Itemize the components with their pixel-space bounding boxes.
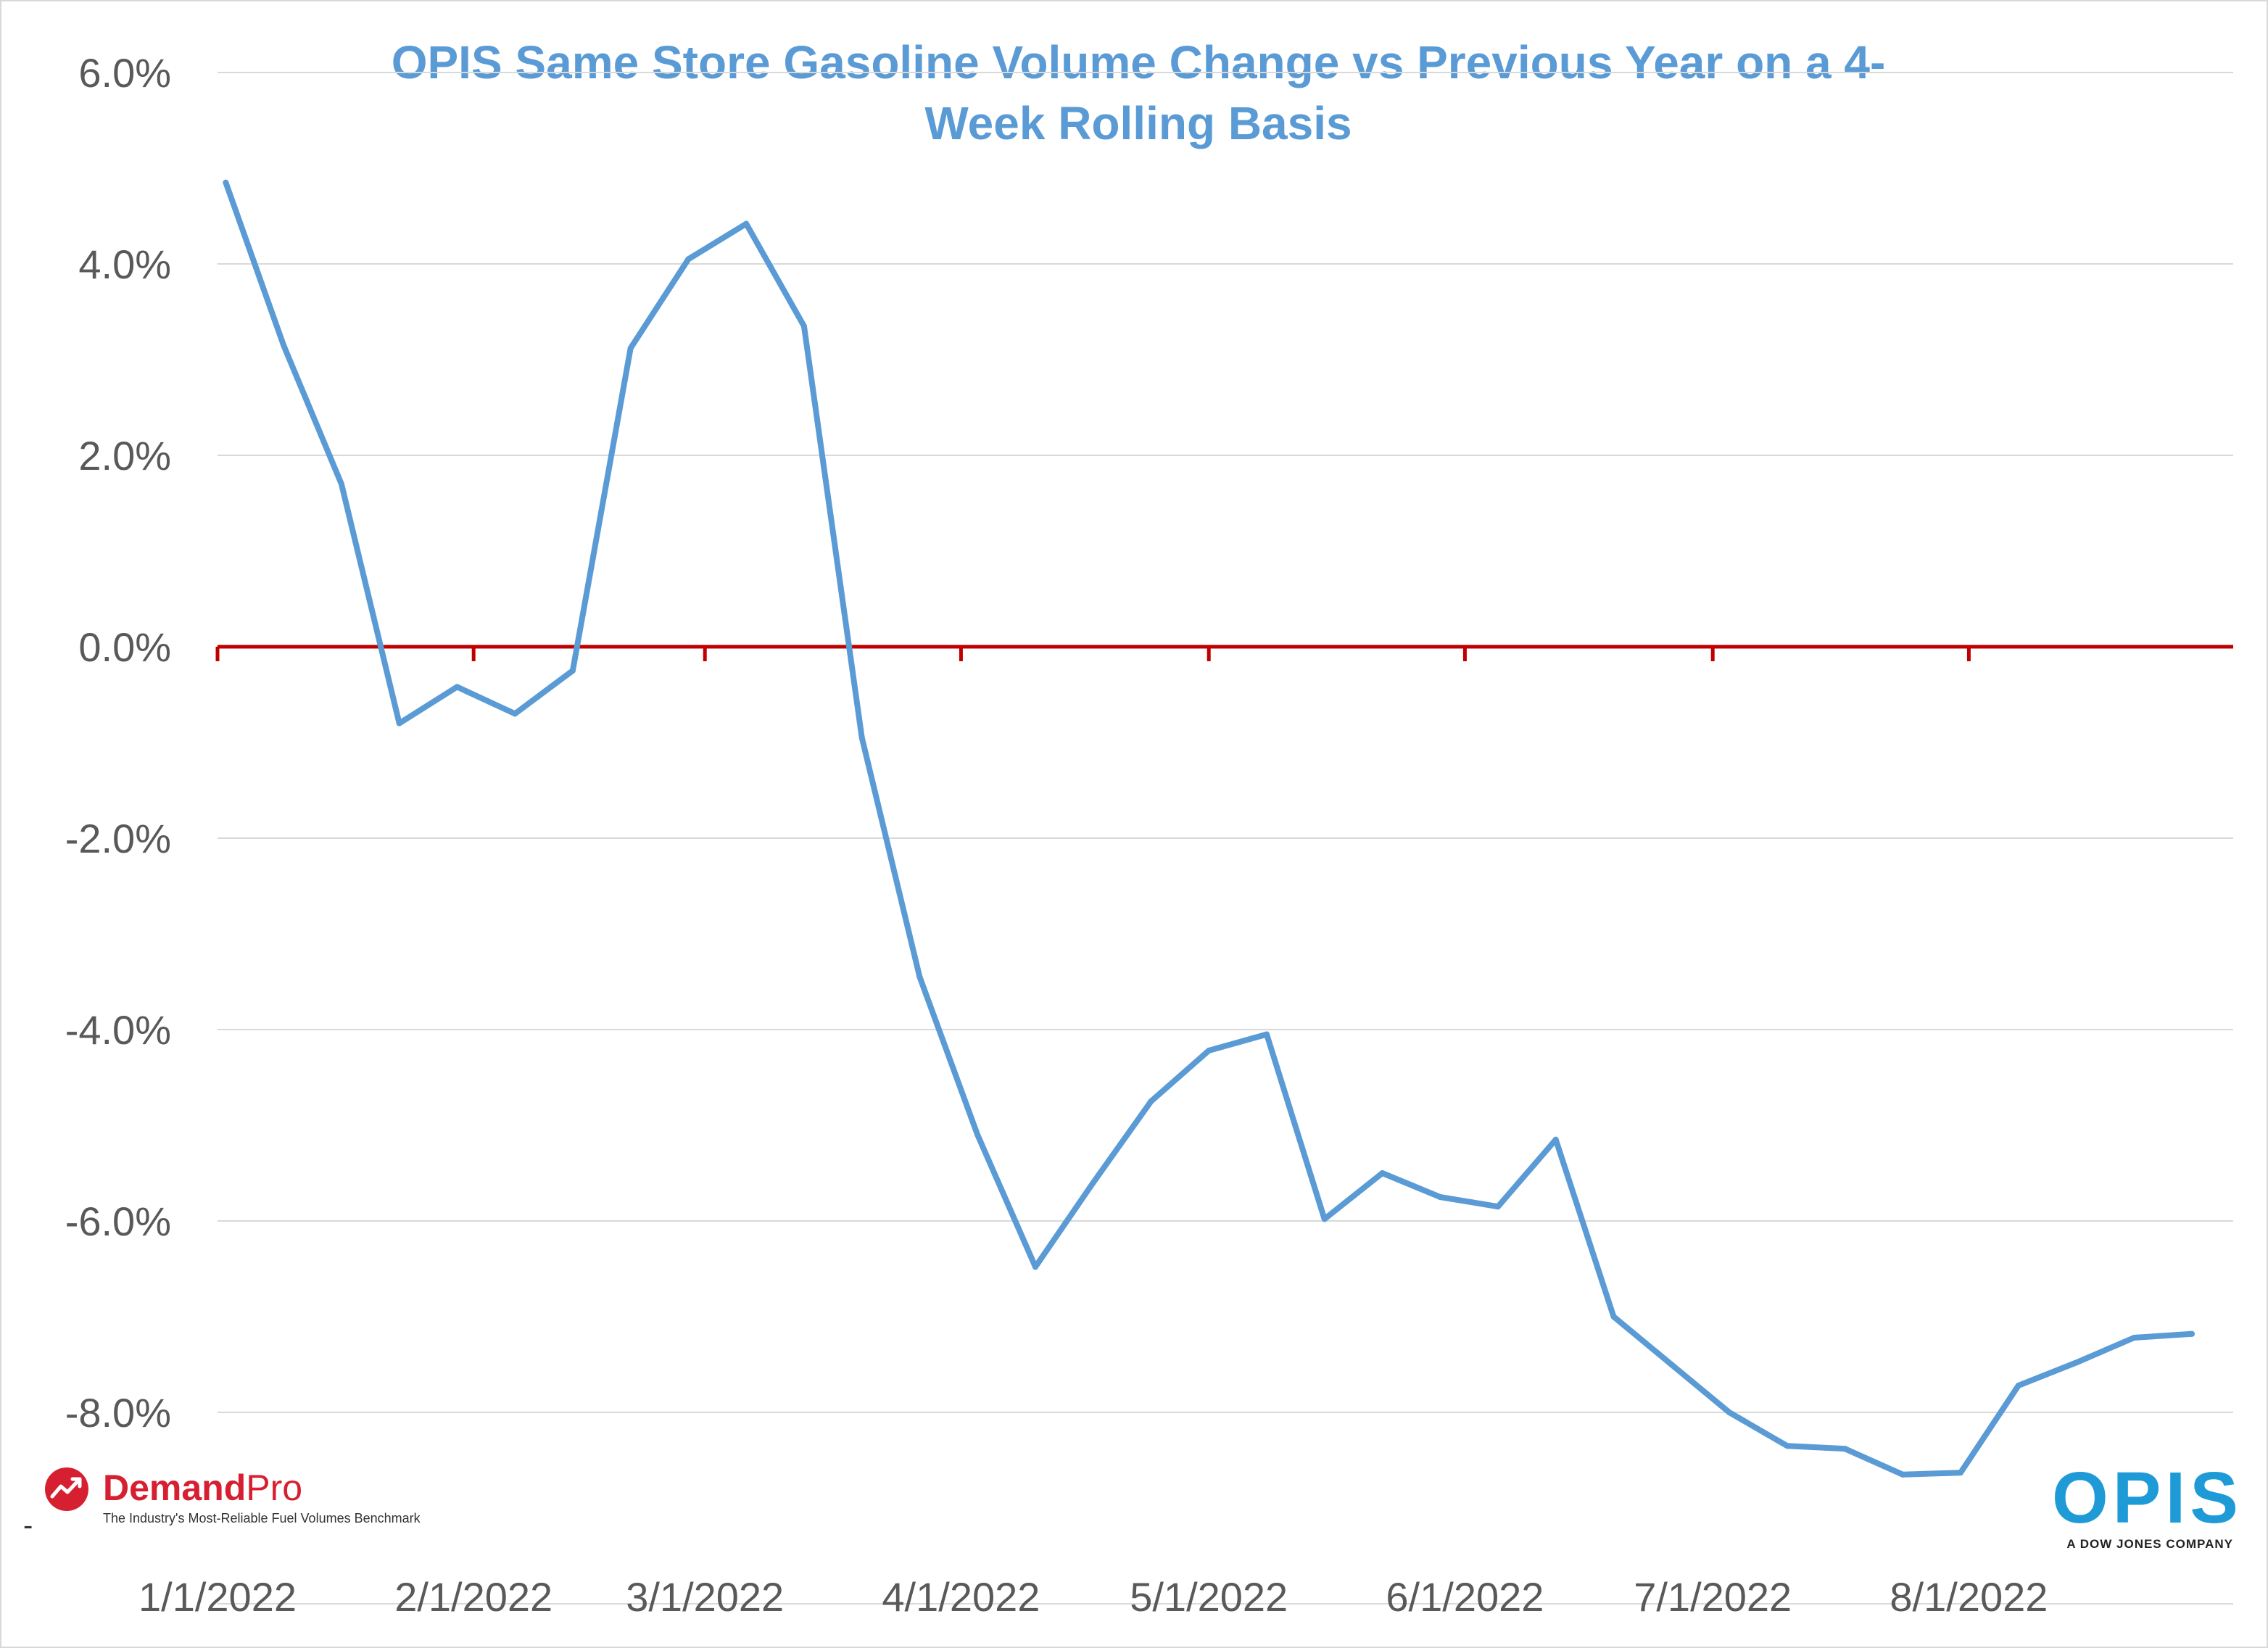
data-point (974, 1132, 981, 1138)
data-point (858, 734, 865, 741)
data-point (627, 345, 634, 352)
x-tick-label: 4/1/2022 (882, 1574, 1040, 1620)
data-point (454, 684, 460, 690)
data-point (512, 711, 518, 717)
opis-wordmark: OPIS (2052, 1457, 2243, 1539)
data-point (1379, 1170, 1386, 1176)
data-point (281, 342, 287, 349)
y-tick-label: 6.0% (78, 50, 171, 96)
demandpro-name-demand: Demand (103, 1467, 247, 1508)
chart-title: OPIS Same Store Gasoline Volume Change v… (218, 32, 2059, 154)
zero-axis (215, 645, 2233, 661)
data-point (223, 179, 229, 186)
demandpro-name-pro: Pro (246, 1467, 303, 1508)
data-point (2131, 1335, 2137, 1341)
y-tick-label: 0.0% (78, 624, 171, 670)
y-tick-label: -6.0% (65, 1198, 171, 1244)
chart-title-line-2: Week Rolling Basis (924, 97, 1352, 149)
demandpro-tagline: The Industry's Most-Reliable Fuel Volume… (103, 1511, 421, 1525)
x-axis-tick-labels: 1/1/2022 2/1/2022 3/1/2022 4/1/2022 5/1/2022… (138, 1574, 2048, 1620)
data-point (1668, 1362, 1675, 1367)
data-point (1610, 1314, 1617, 1320)
chart-title-line-1: OPIS Same Store Gasoline Volume Change v… (391, 36, 1886, 88)
x-tick-label: 5/1/2022 (1130, 1574, 1288, 1620)
series-line (223, 179, 2195, 1478)
demandpro-wordmark: DemandPro (103, 1466, 302, 1510)
data-point (1552, 1136, 1559, 1143)
data-point (1090, 1180, 1096, 1186)
x-tick-label: 1/1/2022 (138, 1574, 297, 1620)
y-tick-label: -4.0% (65, 1007, 171, 1053)
data-point (685, 256, 692, 262)
data-point (1148, 1098, 1154, 1104)
y-tick-label: 4.0% (78, 241, 171, 287)
x-tick-label: 7/1/2022 (1634, 1574, 1792, 1620)
data-point (1321, 1216, 1328, 1222)
data-point (916, 974, 923, 980)
data-point (1032, 1264, 1038, 1270)
demandpro-chart-icon (45, 1467, 88, 1511)
data-point (1494, 1204, 1501, 1210)
data-point (1437, 1194, 1444, 1200)
demandpro-logo: DemandPro The Industry's Most-Reliable F… (44, 1466, 479, 1531)
data-point (2073, 1359, 2079, 1366)
y-axis-tick-labels: 6.0% 4.0% 2.0% 0.0% -2.0% -4.0% -6.0% -8.0% (65, 50, 171, 1436)
y-tick-label: 2.0% (78, 433, 171, 479)
data-point (1784, 1443, 1790, 1449)
data-point (338, 481, 344, 487)
data-point (1263, 1031, 1270, 1038)
x-tick-label: 3/1/2022 (626, 1574, 784, 1620)
data-point (1842, 1446, 1848, 1452)
data-point (1958, 1470, 1964, 1476)
gridlines (218, 72, 2233, 1604)
x-tick-label: 2/1/2022 (394, 1574, 552, 1620)
data-point (1900, 1471, 1906, 1478)
data-point (1726, 1409, 1732, 1415)
data-point (1206, 1048, 1212, 1054)
x-tick-label: 6/1/2022 (1386, 1574, 1544, 1620)
opis-subtitle: A DOW JONES COMPANY (2066, 1537, 2233, 1551)
data-point (2015, 1383, 2021, 1389)
data-point (569, 668, 576, 674)
data-point (396, 720, 402, 726)
x-tick-label: 8/1/2022 (1890, 1574, 2048, 1620)
opis-logo: OPIS A DOW JONES COMPANY (2052, 1457, 2243, 1556)
data-point (743, 220, 750, 227)
stray-mark: - (23, 1510, 33, 1541)
data-point (800, 323, 807, 329)
y-tick-label: -2.0% (65, 816, 171, 861)
y-tick-label: -8.0% (65, 1390, 171, 1436)
series-layer (223, 179, 2195, 1478)
data-point (2189, 1330, 2195, 1337)
